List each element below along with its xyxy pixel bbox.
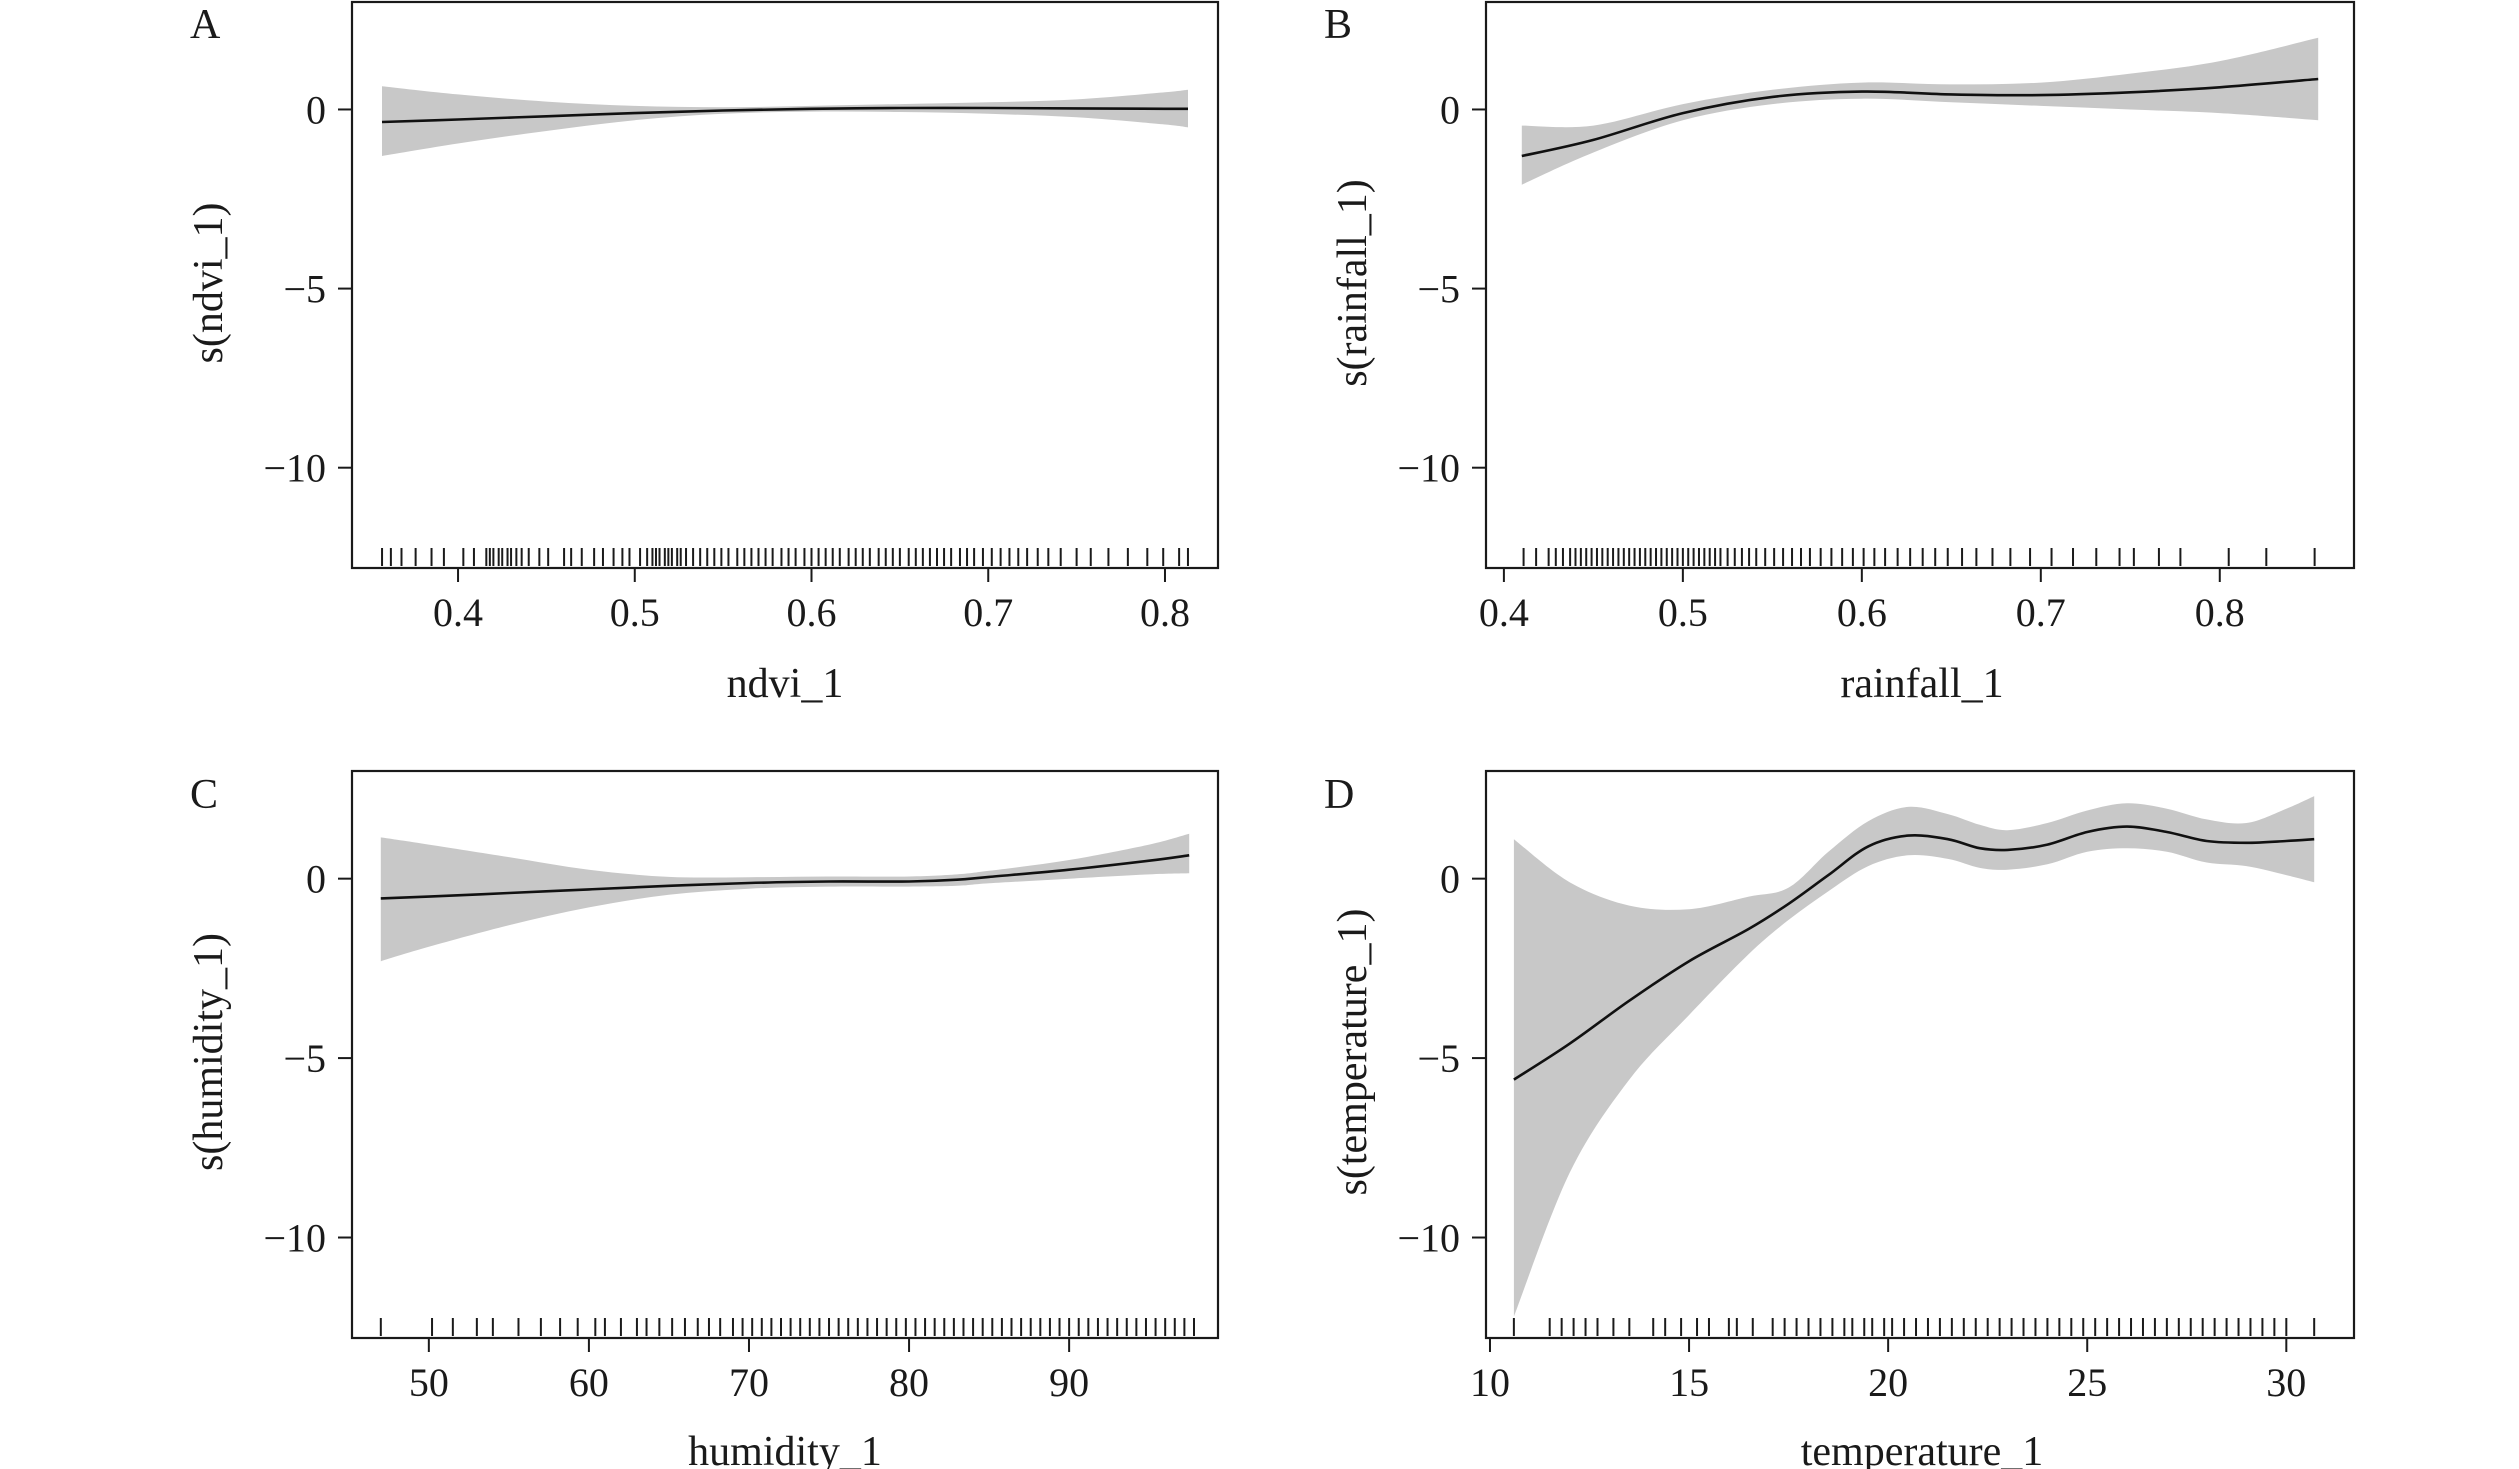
y-axis-label: s(rainfall_1) [1330, 179, 1376, 387]
x-tick-label: 30 [2266, 1360, 2306, 1405]
y-tick-label: −10 [263, 446, 326, 491]
confidence-band [380, 833, 1190, 962]
panel-d: D 10 15 20 25 30 0 −5 −10 temperature_1 s(tempe… [1324, 769, 2356, 1469]
confidence-band [382, 86, 1188, 156]
panel-b: B 0.4 0.5 0.6 0.7 0.8 0 −5 −10 rainfall_1 s(rai… [1324, 0, 2356, 707]
x-axis-label: rainfall_1 [1840, 661, 2003, 707]
panel-letter: C [190, 772, 218, 818]
x-tick-label: 0.4 [1479, 590, 1529, 635]
x-tick-label: 20 [1868, 1360, 1908, 1405]
x-tick-label: 0.5 [1658, 590, 1708, 635]
plot-frame [1484, 769, 2356, 1340]
smooth-fit-line [1521, 77, 2319, 158]
plot-frame [350, 0, 1220, 570]
y-tick-label: −5 [1417, 1036, 1460, 1081]
x-tick-label: 80 [889, 1360, 929, 1405]
y-axis-label: s(ndvi_1) [186, 203, 232, 364]
x-tick-label: 0.8 [2195, 590, 2245, 635]
confidence-band [1513, 796, 2315, 1317]
x-tick-label: 15 [1669, 1360, 1709, 1405]
x-tick-label: 90 [1049, 1360, 1089, 1405]
y-tick-label: −10 [263, 1216, 326, 1261]
y-tick-label: −10 [1397, 1216, 1460, 1261]
y-tick-label: 0 [306, 857, 326, 902]
y-tick-label: 0 [1440, 857, 1460, 902]
x-axis-label: temperature_1 [1801, 1429, 2044, 1469]
x-tick-label: 10 [1470, 1360, 1510, 1405]
x-tick-label: 70 [729, 1360, 769, 1405]
x-tick-label: 0.7 [2016, 590, 2066, 635]
panel-letter: D [1324, 772, 1354, 818]
y-tick-label: −5 [1417, 267, 1460, 312]
y-tick-label: −10 [1397, 446, 1460, 491]
smooth-fit-line [380, 854, 1190, 900]
x-tick-label: 60 [569, 1360, 609, 1405]
x-tick-label: 0.8 [1140, 590, 1190, 635]
x-axis-label: ndvi_1 [727, 661, 844, 707]
confidence-band [1521, 37, 2319, 185]
smooth-fit-line [1513, 825, 2315, 1081]
panel-letter: A [190, 2, 221, 48]
x-tick-label: 0.5 [610, 590, 660, 635]
y-tick-label: −5 [283, 267, 326, 312]
y-axis-label: s(humidity_1) [186, 933, 232, 1171]
x-axis-label: humidity_1 [688, 1429, 882, 1469]
panel-c: C 50 60 70 80 90 0 −5 −10 humidity_1 s(humidity… [186, 769, 1220, 1469]
plot-frame [350, 769, 1220, 1340]
panel-letter: B [1324, 2, 1352, 48]
x-tick-label: 50 [409, 1360, 449, 1405]
y-tick-label: −5 [283, 1036, 326, 1081]
plot-frame [1484, 0, 2356, 570]
panel-a: A 0.4 0.5 0.6 0.7 0.8 0 −5 −10 ndvi_1 s(ndvi_1) [186, 0, 1220, 707]
smooth-fit-line [381, 106, 1188, 124]
x-tick-label: 0.6 [1837, 590, 1887, 635]
x-tick-label: 25 [2067, 1360, 2107, 1405]
x-tick-label: 0.7 [963, 590, 1013, 635]
y-tick-label: 0 [1440, 87, 1460, 132]
y-tick-label: 0 [306, 87, 326, 132]
y-axis-label: s(temperature_1) [1330, 909, 1376, 1196]
x-tick-label: 0.6 [787, 590, 837, 635]
x-tick-label: 0.4 [433, 590, 483, 635]
